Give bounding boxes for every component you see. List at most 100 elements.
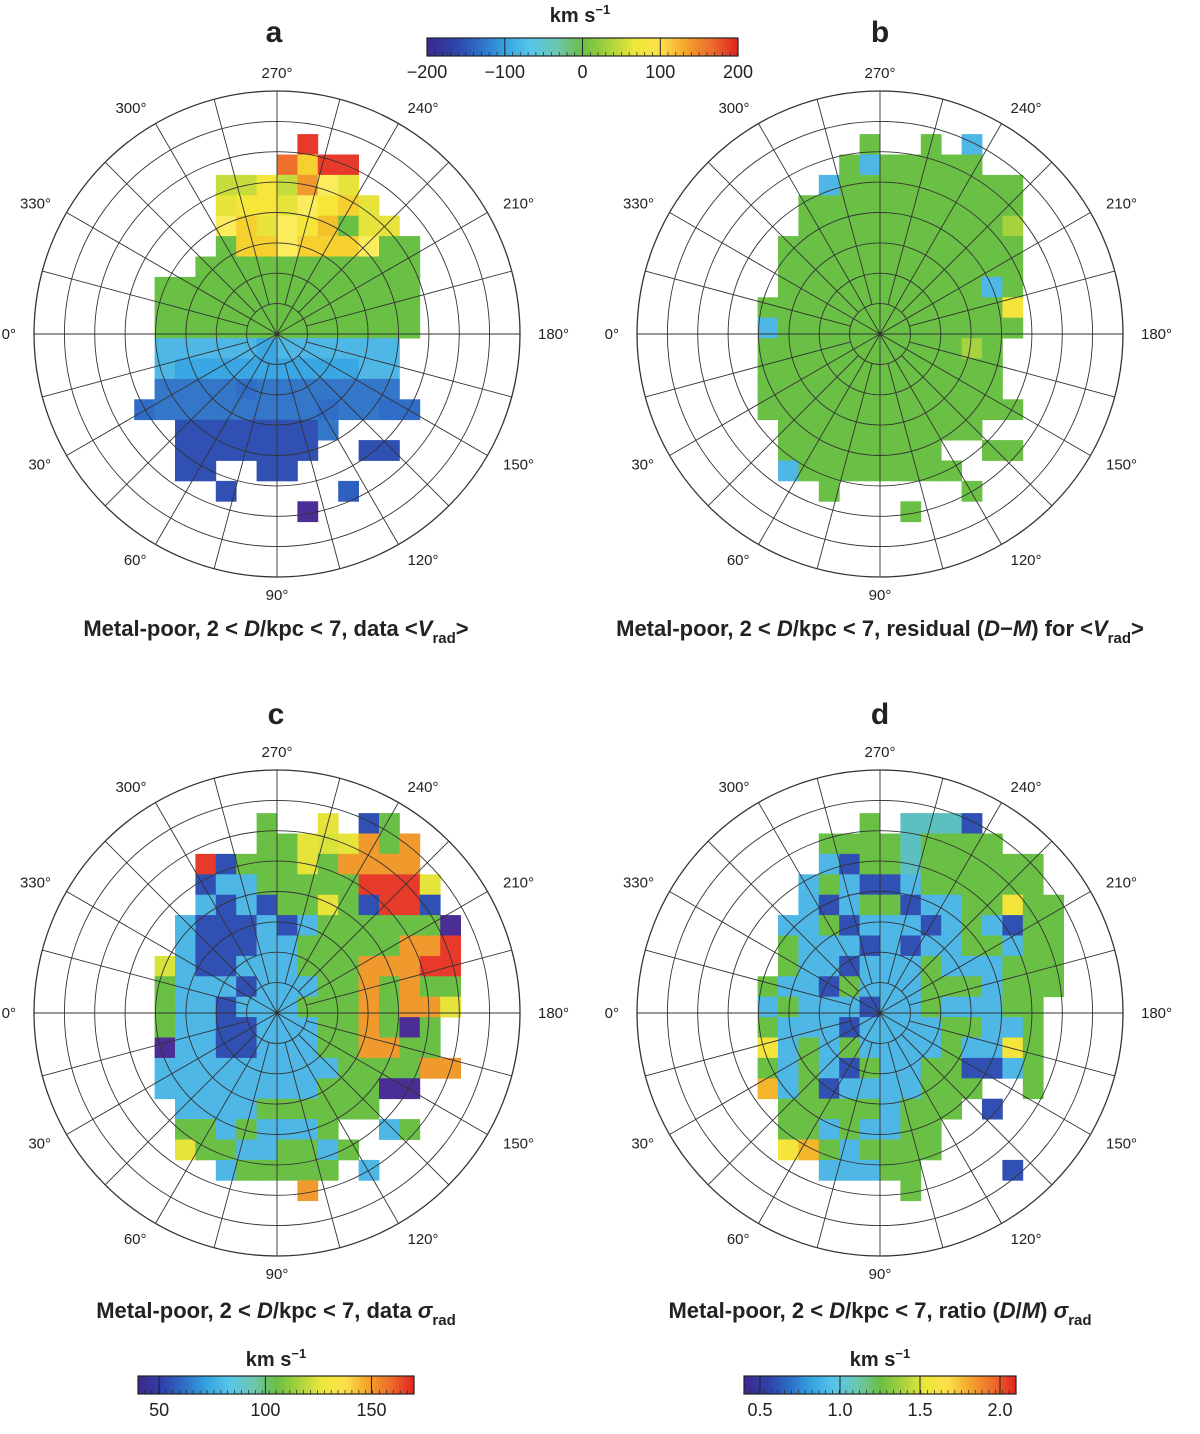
grid-spoke (306, 341, 512, 398)
heatmap-cell (778, 1119, 799, 1140)
heatmap-cell (961, 1057, 983, 1079)
angle-label: 270° (261, 65, 292, 82)
heatmap-cell (880, 399, 901, 421)
heatmap-cell (358, 378, 380, 400)
colorbar-title: km s−1 (850, 1346, 910, 1371)
heatmap-cell (256, 813, 278, 834)
heatmap-cell (277, 1119, 298, 1140)
heatmap-cell (195, 419, 217, 441)
heatmap-cell (154, 358, 176, 380)
heatmap-cell (399, 853, 421, 875)
colorbar-tick-label: 2.0 (987, 1400, 1012, 1420)
heatmap-cell (900, 358, 922, 380)
heatmap-cell (1002, 276, 1024, 298)
heatmap-cell (880, 256, 901, 278)
heatmap-cell (1022, 935, 1044, 957)
heatmap-cell (175, 460, 196, 482)
angle-labels: 0° 30° 60° 90° 120° 150° 180° 210° 240° 270° 300° 3… (2, 744, 569, 1283)
heatmap-cell (317, 215, 339, 237)
heatmap-cell (256, 399, 278, 421)
grid-spoke (66, 212, 278, 335)
heatmap-cell (297, 1078, 319, 1100)
colorbar-tick-label: 1.5 (907, 1400, 932, 1420)
heatmap-cell (920, 236, 942, 257)
heatmap-cell (297, 378, 319, 400)
heatmap-cell (175, 378, 196, 400)
grid-spoke (901, 355, 1053, 507)
heatmap-cell (880, 833, 901, 855)
heatmap-cell (859, 1098, 881, 1120)
heatmap-cell (818, 195, 840, 217)
heatmap-cell (941, 894, 962, 916)
heatmap-cell (358, 955, 380, 977)
heatmap-cell (1002, 1057, 1024, 1079)
heatmap-cell (798, 195, 820, 217)
heatmap-cell (338, 378, 359, 400)
heatmap-cell (419, 935, 441, 957)
heatmap-cell (880, 853, 901, 875)
heatmap-cell (236, 874, 257, 896)
grid-spoke (879, 212, 1091, 335)
heatmap-cell (317, 236, 339, 257)
heatmap-cell (880, 1037, 901, 1059)
heatmap-cell (317, 1119, 339, 1140)
heatmap-cell (900, 501, 922, 523)
heatmap-cell (236, 276, 257, 298)
heatmap-cell (839, 358, 860, 380)
panel-letter: a (266, 16, 283, 49)
heatmap-cell (338, 1057, 359, 1079)
heatmap-cell (941, 215, 962, 237)
heatmap-cell (195, 1078, 217, 1100)
heatmap-cell (859, 338, 881, 359)
heatmap-cell (215, 1017, 237, 1038)
heatmap-cell (399, 317, 421, 339)
heatmap-cell (338, 874, 359, 896)
heatmap-cell (297, 1159, 319, 1181)
heatmap-cell (297, 996, 319, 1018)
heatmap-cell (859, 195, 881, 217)
heatmap-cell (317, 955, 339, 977)
heatmap-cell (399, 874, 421, 896)
heatmap-cell (317, 419, 339, 441)
heatmap-cell (757, 317, 779, 339)
heatmap-cell (839, 256, 860, 278)
heatmap-cell (798, 1037, 820, 1059)
heatmap-cell (757, 1037, 779, 1059)
heatmap-cell (757, 976, 779, 998)
heatmap-cell (982, 317, 1003, 339)
colorbar-tick-label: 100 (250, 1400, 280, 1420)
heatmap-cell (839, 419, 860, 441)
heatmap-cell (154, 378, 176, 400)
grid-spoke (306, 949, 512, 1006)
heatmap-cell (920, 996, 942, 1018)
heatmap-cell (982, 1037, 1003, 1059)
heatmap-cell (358, 833, 380, 855)
grid-spoke (213, 1042, 270, 1248)
heatmap-cell (317, 894, 339, 916)
heatmap-cell (358, 1017, 380, 1038)
angle-label: 30° (631, 457, 654, 474)
heatmap-cell (798, 1078, 820, 1100)
heatmap-cell (195, 935, 217, 957)
heatmap-cell (256, 378, 278, 400)
heatmap-cell (757, 378, 779, 400)
heatmap-cell (941, 1057, 962, 1079)
angle-label: 30° (28, 1136, 51, 1153)
heatmap-cell (419, 976, 441, 998)
heatmap-cell (778, 297, 799, 319)
heatmap-cell (256, 338, 278, 359)
heatmap-cell (256, 915, 278, 936)
heatmap-cell (778, 1017, 799, 1038)
heatmap-cell (941, 853, 962, 875)
angle-label: 90° (869, 1266, 892, 1283)
grid-spoke (276, 333, 488, 456)
heatmap-cell (798, 440, 820, 461)
heatmap-cell (256, 955, 278, 977)
heatmap-cell (256, 174, 278, 196)
heatmap-cell (920, 378, 942, 400)
heatmap-cell (399, 1078, 421, 1100)
heatmap-cell (297, 874, 319, 896)
heatmap-cell (1002, 174, 1024, 196)
heatmap-cells (757, 813, 1064, 1202)
heatmap-cell (1002, 256, 1024, 278)
